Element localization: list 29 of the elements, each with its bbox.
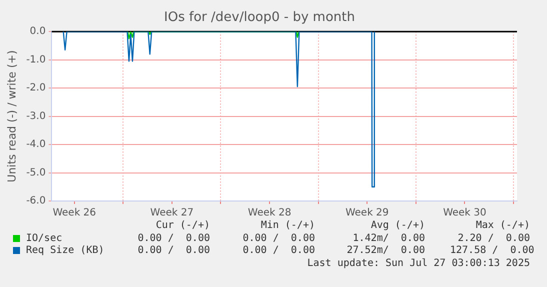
y-tick-label: 0.0 xyxy=(30,26,46,38)
x-tick-label: Week 29 xyxy=(345,208,389,219)
text: 0.00 / 0.00 xyxy=(242,245,315,256)
text: 1.42m/ 0.00 xyxy=(352,233,425,244)
text: 2.20 / 0.00 xyxy=(456,233,530,244)
text: 127.58 / 0.00 xyxy=(450,245,534,256)
x-tick-label: Week 28 xyxy=(248,208,292,219)
x-tick-label: Week 26 xyxy=(52,208,96,219)
chart-title: IOs for /dev/loop0 - by month xyxy=(164,10,355,26)
y-tick-label: -3.0 xyxy=(26,110,46,122)
x-tick-label: Week 27 xyxy=(150,208,194,219)
text: 27.52m/ 0.00 xyxy=(346,245,425,256)
y-tick-label: -5.0 xyxy=(26,167,46,178)
text: Last update: Sun Jul 27 03:00:13 2025 xyxy=(306,258,530,269)
y-tick-label: -2.0 xyxy=(26,82,46,94)
text: Cur (-/+) xyxy=(154,220,210,231)
y-tick-label: -1.0 xyxy=(26,54,46,66)
legend-label: Req Size (KB) xyxy=(26,245,104,256)
text: 0.00 / 0.00 xyxy=(136,233,210,244)
y-tick-label: -6.0 xyxy=(26,196,46,207)
text: Min (-/+) xyxy=(260,220,315,231)
y-axis-title: Units read (-) / write (+) xyxy=(5,50,18,182)
text: 0.00 / 0.00 xyxy=(136,245,210,256)
text: 0.00 / 0.00 xyxy=(242,233,315,244)
y-tick-label: -4.0 xyxy=(26,139,46,150)
text: Avg (-/+) xyxy=(370,220,425,231)
legend-label: IO/sec xyxy=(26,233,62,244)
text: Max (-/+) xyxy=(474,220,530,231)
x-tick-label: Week 30 xyxy=(443,208,486,219)
